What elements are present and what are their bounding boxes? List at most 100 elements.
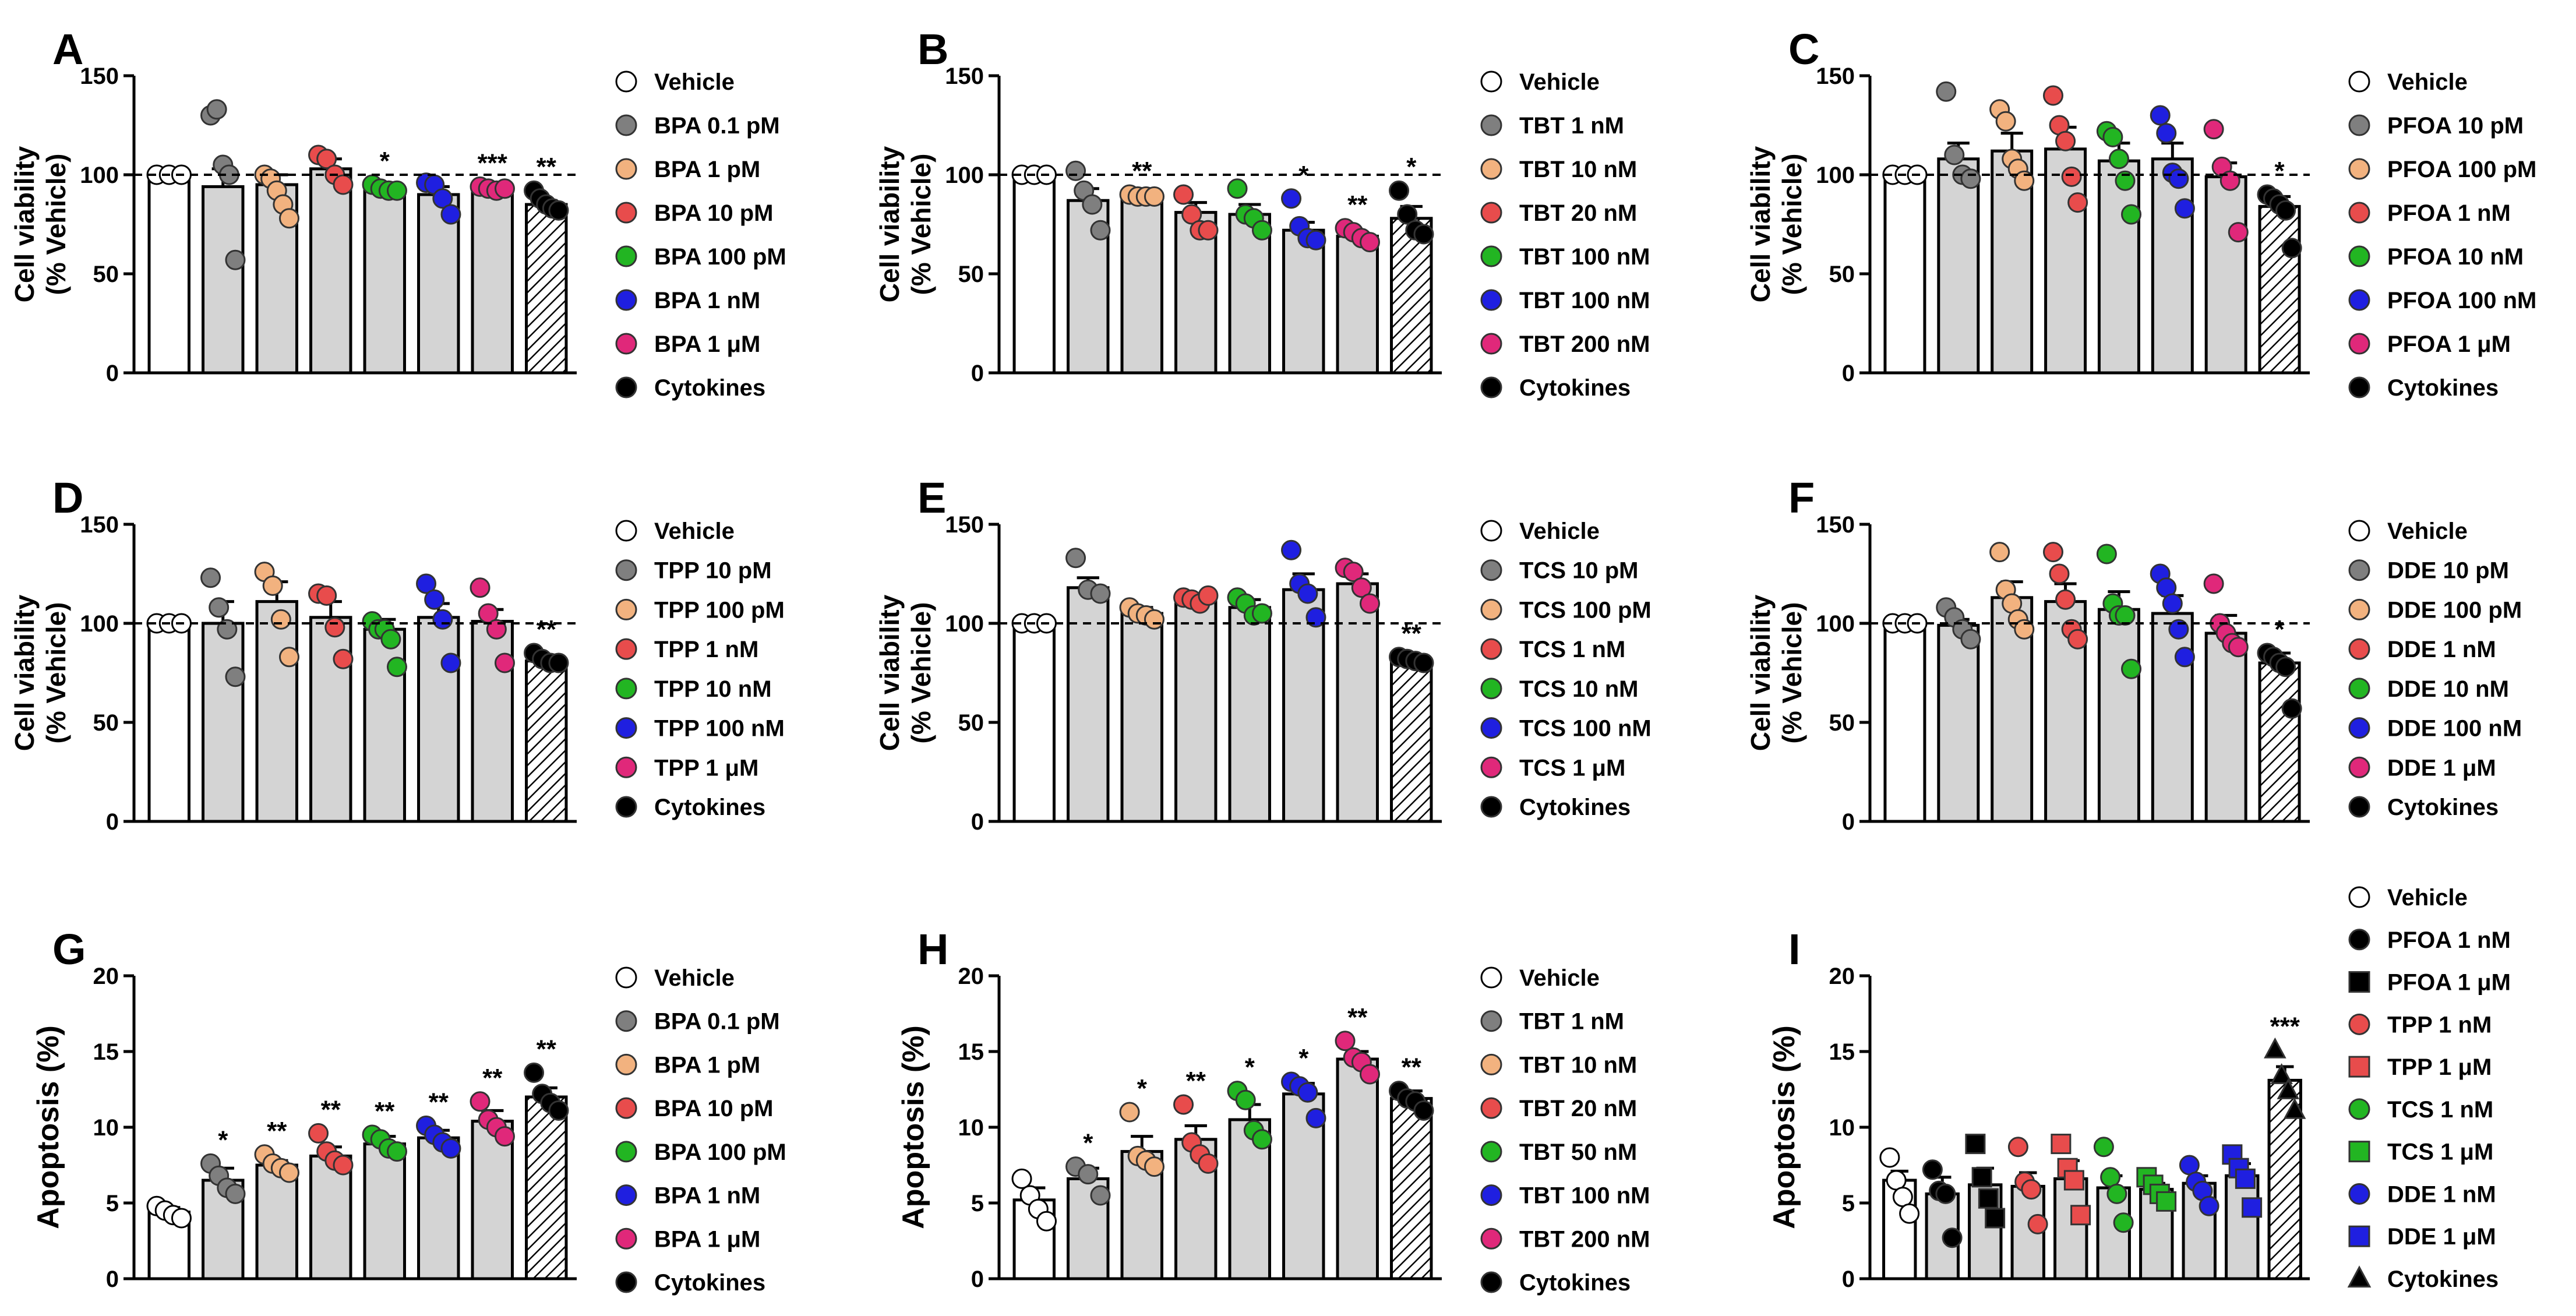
- data-point: [2150, 105, 2171, 126]
- legend-label: TBT 20 nM: [1519, 200, 1637, 226]
- y-tick-label: 100: [945, 163, 984, 188]
- data-point: [1978, 1188, 1999, 1209]
- legend-marker: [1480, 559, 1502, 581]
- y-tick-label: 15: [958, 1039, 984, 1065]
- data-point: [1989, 542, 2010, 563]
- bar: [525, 659, 568, 823]
- data-point: [2121, 204, 2142, 225]
- data-point: [2283, 1098, 2306, 1119]
- bar: [2097, 608, 2140, 823]
- data-point: [1351, 577, 1372, 598]
- legend-marker: [2348, 559, 2370, 581]
- data-point: [1359, 232, 1380, 253]
- data-point: [171, 1208, 192, 1229]
- y-tick-label: 0: [106, 809, 119, 835]
- y-tick-label: 0: [971, 809, 984, 835]
- data-point: [1936, 81, 1957, 102]
- significance-label: *: [1083, 1129, 1093, 1158]
- data-point: [380, 629, 401, 650]
- y-tick-label: 150: [80, 63, 119, 89]
- data-point: [1173, 1094, 1194, 1115]
- bar: [1282, 228, 1325, 375]
- legend-label: TPP 1 nM: [2387, 1012, 2492, 1038]
- legend-label: TBT 10 nM: [1519, 157, 1637, 182]
- data-point: [1413, 1100, 1434, 1121]
- legend-label: DDE 1 nM: [2387, 637, 2496, 662]
- significance-label: **: [267, 1117, 287, 1145]
- legend: Vehicle TCS 10 pM TCS 100 pM TCS 1 nM TCS 10…: [1480, 518, 1652, 820]
- legend-marker: [1480, 966, 1502, 989]
- significance-label: ***: [478, 149, 508, 177]
- data-point: [440, 204, 461, 225]
- significance-label: *: [218, 1126, 228, 1154]
- data-point: [494, 178, 515, 199]
- legend-label: BPA 0.1 pM: [654, 1009, 780, 1035]
- legend-label: Cytokines: [2387, 375, 2499, 401]
- legend-marker: [1480, 1227, 1502, 1250]
- legend-marker: [2348, 202, 2370, 224]
- data-point: [386, 180, 407, 201]
- panel-letter: H: [918, 925, 948, 973]
- data-point: [1995, 111, 2016, 132]
- legend-label: DDE 10 pM: [2387, 558, 2509, 584]
- legend-marker: [615, 1227, 637, 1250]
- significance-label: **: [1186, 1067, 1206, 1095]
- significance-label: **: [429, 1088, 449, 1116]
- legend-marker: [2348, 158, 2370, 180]
- data-point: [486, 619, 507, 640]
- data-point: [1343, 562, 1364, 583]
- legend-marker: [1480, 678, 1502, 700]
- legend-label: Cytokines: [654, 795, 765, 820]
- legend-label: TBT 50 nM: [1519, 1139, 1637, 1165]
- data-point: [2219, 170, 2240, 191]
- data-point: [2063, 1170, 2084, 1191]
- y-axis-title: (% Vehicle): [906, 602, 936, 744]
- data-point: [1281, 188, 1302, 209]
- legend-marker: [2348, 1183, 2370, 1205]
- y-tick-label: 150: [945, 512, 984, 538]
- legend-label: DDE 1 μM: [2387, 755, 2496, 781]
- legend-marker: [1480, 638, 1502, 660]
- bar: [525, 203, 568, 375]
- data-point: [1944, 144, 1965, 165]
- data-point: [386, 1141, 407, 1162]
- legend-label: BPA 1 μM: [654, 331, 760, 357]
- legend-marker: [2348, 1013, 2370, 1035]
- data-point: [2162, 593, 2183, 614]
- legend-label: TCS 100 nM: [1519, 716, 1652, 742]
- legend-marker: [615, 1053, 637, 1075]
- data-point: [1960, 168, 1981, 189]
- legend-marker: [2348, 289, 2370, 311]
- data-point: [1251, 220, 1272, 241]
- panel-letter: E: [918, 474, 946, 522]
- bar: [1120, 612, 1163, 823]
- legend-marker: [2348, 756, 2370, 778]
- significance-label: *: [1245, 1053, 1255, 1082]
- data-point: [1297, 1082, 1318, 1103]
- data-point: [278, 208, 299, 229]
- legend-marker: [615, 70, 637, 93]
- data-point: [1065, 548, 1086, 569]
- legend-label: TPP 10 nM: [654, 676, 772, 702]
- legend-label: Vehicle: [1519, 518, 1600, 544]
- legend-marker: [615, 376, 637, 398]
- data-point: [324, 617, 345, 638]
- legend-label: PFOA 100 pM: [2387, 157, 2536, 182]
- bar: [471, 1120, 514, 1280]
- legend-marker: [2348, 1098, 2370, 1120]
- y-tick-label: 50: [93, 262, 119, 287]
- legend-marker: [615, 289, 637, 311]
- bar: [1228, 606, 1271, 823]
- data-point: [2281, 698, 2302, 719]
- legend-label: Cytokines: [2387, 795, 2499, 820]
- legend-marker: [615, 1184, 637, 1206]
- data-point: [2042, 85, 2063, 106]
- legend-label: Vehicle: [654, 965, 735, 991]
- legend-label: Cytokines: [1519, 795, 1631, 820]
- y-axis-title: Cell viability: [1745, 146, 1776, 302]
- bar: [2258, 661, 2301, 823]
- legend-label: TBT 200 nM: [1519, 331, 1650, 357]
- legend-marker: [2348, 971, 2370, 993]
